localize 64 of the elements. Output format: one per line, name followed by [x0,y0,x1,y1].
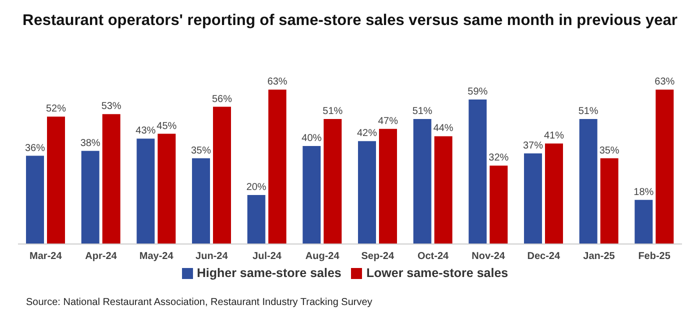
bar [158,134,176,244]
bar [136,138,155,244]
bar [468,99,487,244]
bar [634,200,653,244]
data-label: 18% [634,186,654,198]
x-tick-label: Nov-24 [472,251,506,262]
bar [379,128,397,244]
bar [302,146,321,244]
bar [524,153,542,244]
bar [413,119,432,244]
x-tick-label: Jan-25 [583,251,616,262]
chart-title: Restaurant operators' reporting of same-store sales versus same month in previous year [22,11,678,30]
legend-label: Lower same-store sales [366,266,508,280]
data-label: 35% [599,145,620,156]
data-label: 45% [156,120,177,132]
data-label: 42% [356,128,378,140]
data-label: 20% [246,182,266,193]
bar [490,166,508,244]
source-note: Source: National Restaurant Association, Restaurant Industry Tracking Survey [26,297,372,308]
data-label: 43% [136,126,156,137]
bar [102,114,120,244]
data-label: 63% [654,76,675,88]
bar [268,90,286,244]
x-tick-label: May-24 [139,251,174,262]
legend-label: Higher same-store sales [196,266,342,280]
data-label: 40% [302,133,322,144]
bar [81,150,100,244]
bar [358,141,376,244]
data-label: 51% [412,106,432,118]
bar [324,119,342,244]
x-tick-label: Dec-24 [527,251,560,262]
data-label: 41% [544,130,564,142]
x-tick-label: Jul-24 [252,251,282,262]
data-label: 36% [24,142,46,154]
bar [545,144,563,244]
x-tick-label: Apr-24 [85,251,118,262]
data-label: 35% [190,145,212,156]
x-tick-label: Mar-24 [30,251,62,262]
bar [192,158,210,244]
data-label: 52% [46,104,66,115]
data-label: 37% [522,140,544,152]
data-label: 38% [80,138,100,149]
bar [579,119,598,244]
bar [47,116,65,244]
data-label: 51% [322,106,343,118]
data-label: 63% [267,76,288,88]
x-tick-label: Aug-24 [305,251,340,262]
bar [213,106,231,244]
data-label: 51% [578,106,598,118]
data-label: 44% [433,123,454,134]
x-tick-label: Oct-24 [417,251,449,262]
x-tick-label: Feb-25 [638,251,671,262]
x-tick-label: Jun-24 [196,251,228,262]
data-label: 59% [468,86,488,98]
x-tick-label: Sep-24 [361,251,394,262]
bar [600,158,618,244]
data-label: 47% [378,116,398,127]
data-label: 56% [212,94,232,105]
data-label: 53% [101,101,122,112]
bar [656,90,674,244]
bar [26,156,44,244]
bar [434,136,452,244]
bar [247,195,266,244]
data-label: 32% [488,152,509,164]
